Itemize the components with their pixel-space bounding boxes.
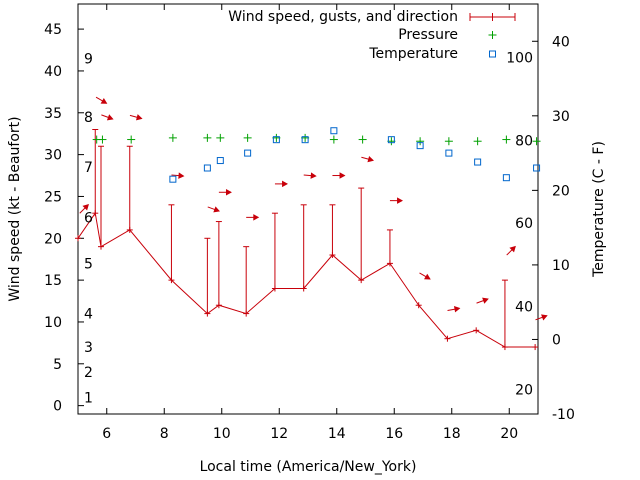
direction-arrowhead — [178, 172, 185, 179]
y-tick-label: 25 — [44, 189, 62, 205]
plot-frame — [77, 3, 539, 415]
direction-arrowhead — [541, 314, 548, 321]
x-tick-label: 20 — [500, 426, 518, 442]
y2-tick-label: 40 — [552, 34, 570, 50]
y2-tick-label: 0 — [552, 332, 561, 348]
direction-arrowhead — [225, 189, 232, 196]
temperature-points — [169, 127, 541, 183]
fahrenheit-label: 100 — [506, 51, 533, 67]
y-tick-label: 5 — [53, 357, 62, 373]
y-tick-label: 10 — [44, 315, 62, 331]
y-tick-label: 15 — [44, 273, 62, 289]
y-tick-label: 40 — [44, 64, 62, 80]
gust-lines — [92, 129, 508, 348]
temperature-point — [330, 127, 338, 135]
y-tick-label: 35 — [44, 106, 62, 122]
x-tick-label: 6 — [102, 426, 111, 442]
y2-tick-label: -10 — [552, 407, 575, 423]
wind-speed-path — [77, 211, 536, 348]
fahrenheit-label: 20 — [515, 382, 533, 398]
fahrenheit-label: 80 — [515, 133, 533, 149]
y-tick-label: 45 — [44, 22, 62, 38]
temperature-point — [387, 136, 395, 144]
y-axis-label: Wind speed (kt - Beaufort) — [7, 116, 23, 301]
x-tick-label: 10 — [213, 426, 231, 442]
beaufort-label: 9 — [84, 51, 93, 67]
direction-arrowhead — [106, 114, 114, 121]
direction-arrowhead — [82, 204, 89, 211]
beaufort-label: 6 — [84, 210, 93, 226]
direction-arrowhead — [100, 97, 108, 104]
temperature-point — [502, 174, 510, 182]
temperature-point — [169, 175, 177, 183]
axis-ticks — [78, 4, 538, 415]
beaufort-label: 7 — [84, 160, 93, 176]
beaufort-label: 1 — [84, 390, 93, 406]
y2-tick-label: 20 — [552, 183, 570, 199]
wind-speed-line — [75, 210, 539, 351]
x-tick-label: 18 — [443, 426, 461, 442]
direction-arrowhead — [482, 297, 489, 304]
fahrenheit-label: 40 — [515, 300, 533, 316]
temperature-point — [216, 157, 224, 165]
wind-direction-arrows — [79, 96, 548, 321]
legend-pressure-label: Pressure — [398, 27, 458, 43]
x-tick-label: 8 — [160, 426, 169, 442]
legend: Wind speed, gusts, and direction Pressure… — [228, 9, 516, 62]
temperature-point — [474, 158, 482, 166]
y-tick-label: 30 — [44, 148, 62, 164]
x-tick-label: 16 — [385, 426, 403, 442]
temperature-point — [416, 142, 424, 150]
fahrenheit-label: 60 — [515, 216, 533, 232]
direction-arrowhead — [424, 273, 431, 280]
temperature-point — [445, 149, 453, 157]
direction-arrowhead — [453, 306, 461, 313]
y2-tick-label: 30 — [552, 109, 570, 125]
direction-arrowhead — [310, 172, 317, 179]
axis-labels: 6 8 10 12 14 16 18 20051015202530354045-1001020… — [44, 22, 575, 442]
y2-tick-label: 10 — [552, 258, 570, 274]
direction-arrowhead — [135, 114, 143, 121]
direction-arrowhead — [253, 214, 260, 221]
beaufort-label: 5 — [84, 256, 93, 272]
direction-arrowhead — [339, 172, 346, 179]
direction-arrowhead — [509, 245, 516, 253]
x-tick-label: 12 — [270, 426, 288, 442]
scale-labels: 1 2 3 4 5 6 7 8 9 20 40 60 80 100 — [84, 51, 533, 407]
legend-temperature-swatch — [489, 50, 496, 58]
legend-temperature-label: Temperature — [368, 46, 458, 62]
temperature-point — [533, 164, 541, 172]
direction-arrowhead — [367, 155, 374, 163]
y2-axis-label: Temperature (C - F) — [591, 141, 607, 278]
beaufort-label: 4 — [84, 307, 93, 323]
x-axis-label: Local time (America/New_York) — [200, 459, 417, 475]
temperature-point — [272, 136, 280, 144]
pressure-points — [92, 133, 541, 146]
legend-wind-label: Wind speed, gusts, and direction — [228, 9, 458, 25]
direction-arrowhead — [397, 197, 403, 204]
y-tick-label: 20 — [44, 231, 62, 247]
temperature-point — [244, 149, 252, 157]
direction-arrowhead — [213, 206, 220, 213]
x-tick-label: 14 — [328, 426, 346, 442]
y-tick-label: 0 — [53, 399, 62, 415]
direction-arrowhead — [282, 180, 288, 188]
beaufort-label: 3 — [84, 340, 93, 356]
temperature-point — [301, 136, 309, 144]
beaufort-label: 8 — [84, 110, 93, 126]
beaufort-label: 2 — [84, 365, 93, 381]
temperature-point — [203, 164, 211, 172]
